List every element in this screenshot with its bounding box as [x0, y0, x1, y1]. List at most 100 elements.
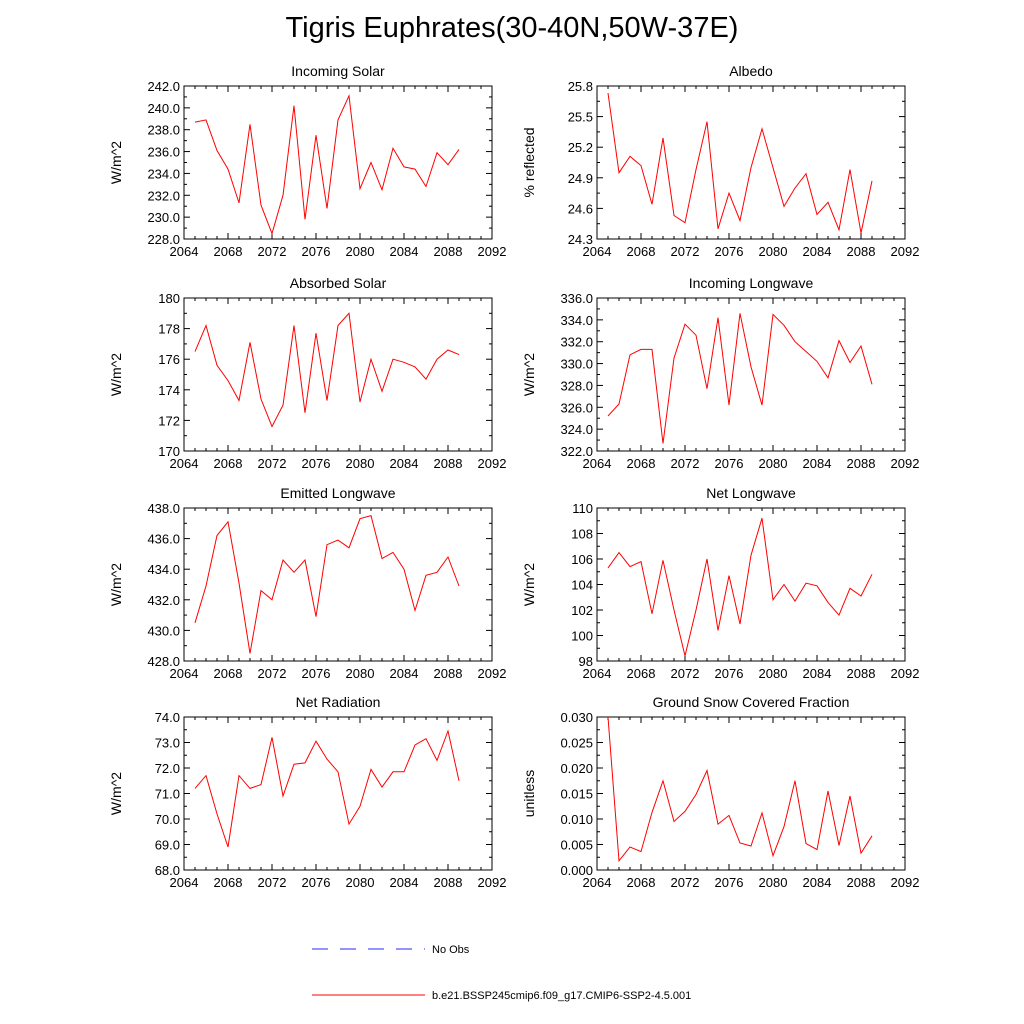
y-tick-label: 230.0 [147, 210, 180, 225]
series-line-incoming-longwave [607, 313, 873, 444]
plot-frame [183, 716, 493, 871]
x-tick-label: 2076 [715, 666, 744, 681]
data-point [360, 188, 361, 189]
data-point [828, 791, 829, 792]
data-point [195, 122, 196, 123]
data-point [784, 325, 785, 326]
x-tick-label: 2084 [390, 875, 419, 890]
data-point [250, 653, 251, 654]
x-tick-label: 2064 [170, 875, 199, 890]
data-point [773, 167, 774, 168]
data-point [327, 208, 328, 209]
y-tick-label: 106 [571, 552, 593, 567]
data-point [195, 351, 196, 352]
y-tick-label: 0.025 [560, 736, 593, 751]
y-axis-label: W/m^2 [108, 772, 124, 815]
y-tick-label: 0.030 [560, 710, 593, 725]
data-point [608, 416, 609, 417]
data-point [696, 610, 697, 611]
y-tick-label: 336.0 [560, 291, 593, 306]
data-point [217, 150, 218, 151]
data-point [261, 399, 262, 400]
y-tick-label: 110 [572, 501, 593, 516]
x-tick-label: 2072 [258, 875, 287, 890]
data-point [316, 741, 317, 742]
data-point [641, 349, 642, 350]
data-point [663, 780, 664, 781]
data-point [795, 341, 796, 342]
data-point [371, 515, 372, 516]
y-tick-label: 180 [158, 291, 180, 306]
data-point [839, 229, 840, 230]
data-point [718, 824, 719, 825]
data-point [327, 400, 328, 401]
x-tick-label: 2080 [759, 456, 788, 471]
data-point [415, 610, 416, 611]
data-point [195, 788, 196, 789]
data-point [751, 555, 752, 556]
data-point [707, 770, 708, 771]
data-point [872, 180, 873, 181]
x-tick-label: 2068 [214, 456, 243, 471]
panel-title: Net Radiation [296, 694, 381, 710]
data-point [608, 567, 609, 568]
chart-panel-net-radiation: Net Radiation W/m^2 2064 2068 2072 2076 2080 20… [108, 694, 506, 890]
x-tick-label: 2084 [390, 244, 419, 259]
y-axis-label: W/m^2 [521, 563, 537, 606]
y-tick-label: 24.3 [568, 232, 593, 247]
data-point [448, 164, 449, 165]
x-tick-label: 2072 [671, 456, 700, 471]
data-point [448, 731, 449, 732]
data-point [459, 586, 460, 587]
data-point [426, 379, 427, 380]
x-tick-label: 2064 [583, 456, 612, 471]
y-tick-label: 236.0 [147, 145, 180, 160]
chart-panel-emitted-longwave: Emitted Longwave W/m^2 2064 2068 2072 2076 208… [108, 485, 506, 681]
data-point [685, 324, 686, 325]
data-point [426, 575, 427, 576]
series-line-net-longwave [607, 518, 873, 657]
data-point [740, 843, 741, 844]
data-point [382, 189, 383, 190]
data-point [305, 412, 306, 413]
data-point [404, 569, 405, 570]
y-tick-label: 240.0 [147, 101, 180, 116]
data-point [872, 574, 873, 575]
data-point [437, 152, 438, 153]
y-tick-label: 234.0 [147, 166, 180, 181]
data-point [773, 314, 774, 315]
data-point [718, 317, 719, 318]
x-tick-label: 2092 [891, 456, 920, 471]
data-point [608, 717, 609, 718]
x-tick-label: 2092 [478, 875, 507, 890]
y-axis-label: unitless [521, 770, 537, 817]
data-point [784, 584, 785, 585]
y-tick-label: 324.0 [560, 422, 593, 437]
data-point [272, 599, 273, 600]
y-tick-label: 170 [158, 444, 180, 459]
y-axis-label: W/m^2 [108, 141, 124, 184]
data-point [195, 622, 196, 623]
data-point [729, 575, 730, 576]
x-tick-label: 2072 [258, 456, 287, 471]
y-tick-label: 72.0 [155, 761, 180, 776]
data-point [239, 202, 240, 203]
y-axis-label: W/m^2 [108, 563, 124, 606]
data-point [652, 812, 653, 813]
plot-frame [596, 297, 906, 452]
x-tick-label: 2064 [170, 244, 199, 259]
x-tick-label: 2076 [302, 456, 331, 471]
data-point [773, 855, 774, 856]
data-point [338, 540, 339, 541]
data-point [630, 566, 631, 567]
data-point [641, 561, 642, 562]
panel-title: Incoming Longwave [689, 275, 814, 291]
y-tick-label: 232.0 [147, 188, 180, 203]
data-point [817, 585, 818, 586]
y-tick-label: 102 [571, 603, 593, 618]
data-point [740, 313, 741, 314]
data-point [228, 380, 229, 381]
data-point [305, 762, 306, 763]
x-tick-label: 2092 [478, 456, 507, 471]
